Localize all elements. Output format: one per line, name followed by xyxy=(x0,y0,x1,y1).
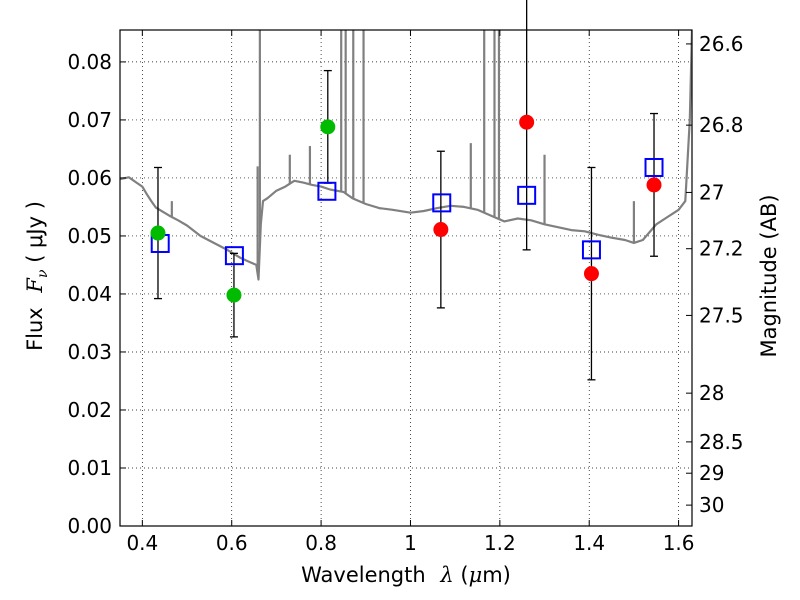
observed-point xyxy=(226,287,242,303)
grid-lines xyxy=(120,30,692,527)
observed-point xyxy=(583,266,599,282)
y2-tick-label: 30 xyxy=(699,493,724,517)
x-axis-label: Wavelength λ (μm) xyxy=(301,563,511,587)
model-square xyxy=(644,157,664,177)
y-tick-label: 0.02 xyxy=(67,398,112,422)
y-tick-label: 0.01 xyxy=(67,456,112,480)
observed-points xyxy=(150,114,662,303)
y-axis-label: Flux Fν ( μJy ) xyxy=(23,201,51,351)
observed-point xyxy=(519,114,535,130)
observed-point xyxy=(150,225,166,241)
model-square xyxy=(581,240,601,260)
y-tick-label: 0.05 xyxy=(67,224,112,248)
x-tick-label: 1.4 xyxy=(573,531,605,555)
error-bars xyxy=(153,0,659,381)
right-axis-label: Magnitude (AB) xyxy=(757,194,781,357)
x-tick-label: 0.8 xyxy=(305,531,337,555)
x-tick-label: 1.2 xyxy=(484,531,516,555)
y2-tick-label: 28 xyxy=(699,381,724,405)
y2-tick-label: 26.6 xyxy=(699,32,744,56)
y2-tick-label: 26.8 xyxy=(699,113,744,137)
model-square xyxy=(317,181,337,201)
y-tick-label: 0.08 xyxy=(67,50,112,74)
model-square xyxy=(517,185,537,205)
observed-point xyxy=(433,222,449,238)
x-tick-label: 0.6 xyxy=(216,531,248,555)
y2-tick-label: 27.2 xyxy=(699,237,744,261)
x-tick-label: 1.6 xyxy=(663,531,695,555)
model-square xyxy=(432,193,452,213)
template-line xyxy=(120,30,692,281)
x-tick-label: 0.4 xyxy=(126,531,158,555)
y2-tick-label: 28.5 xyxy=(699,430,744,454)
y-tick-label: 0.06 xyxy=(67,166,112,190)
y-tick-label: 0.03 xyxy=(67,340,112,364)
y2-tick-label: 29 xyxy=(699,461,724,485)
y2-tick-label: 27 xyxy=(699,180,724,204)
observed-point xyxy=(646,177,662,193)
model-square xyxy=(224,246,244,266)
axis-ticks: 0.4 0.6 0.8 1 1.2 1.4 1.6 0.00 0.01 0.02 0.03 0.04 0… xyxy=(67,30,744,555)
y-tick-label: 0.00 xyxy=(67,514,112,538)
plot-frame xyxy=(119,29,693,527)
template-spectrum xyxy=(120,30,692,281)
y2-tick-label: 27.5 xyxy=(699,303,744,327)
y-tick-label: 0.04 xyxy=(67,282,112,306)
observed-point xyxy=(320,119,336,135)
x-tick-label: 1 xyxy=(404,531,417,555)
y-tick-label: 0.07 xyxy=(67,108,112,132)
